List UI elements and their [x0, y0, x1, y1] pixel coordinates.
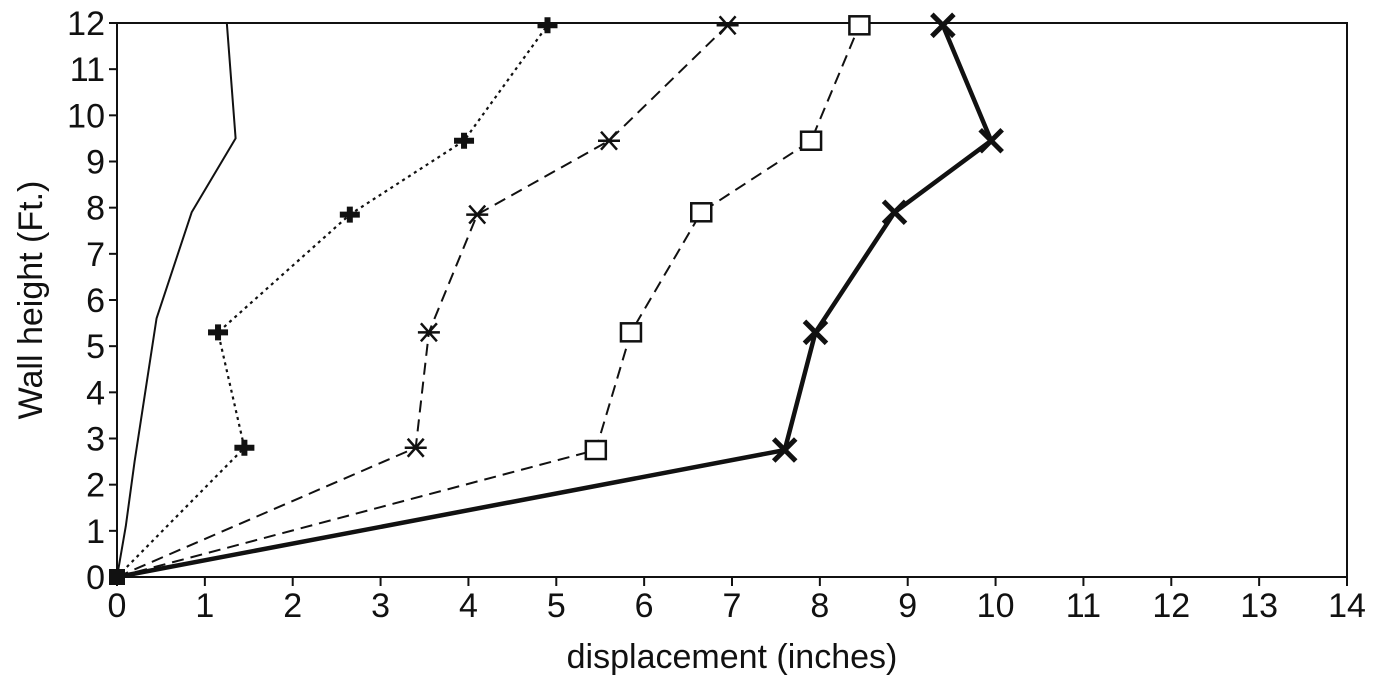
origin-point [109, 569, 125, 585]
x-tick-label: 11 [1066, 587, 1101, 625]
x-marker [978, 127, 1004, 154]
series-2-line [116, 24, 549, 578]
series-5 [109, 12, 1004, 585]
y-tick-label: 2 [86, 467, 105, 505]
plus-marker [454, 132, 475, 149]
square-marker [799, 130, 823, 151]
plus-marker [234, 439, 255, 456]
x-tick-label: 3 [371, 587, 390, 625]
y-tick-label: 7 [86, 236, 105, 274]
asterisk-marker [466, 204, 489, 225]
x-marker [930, 12, 956, 39]
series-1 [109, 22, 237, 585]
x-tick-label: 1 [195, 587, 214, 625]
series-3 [109, 15, 739, 585]
x-tick-label: 4 [459, 587, 478, 625]
series-3-line [116, 24, 729, 578]
x-tick-label: 14 [1328, 587, 1366, 625]
x-tick-label: 10 [977, 587, 1015, 625]
y-tick-label: 12 [67, 5, 105, 43]
x-tick-label: 13 [1240, 587, 1278, 625]
asterisk-marker [417, 322, 440, 343]
y-tick-label: 9 [86, 144, 105, 182]
y-axis-title: Wall height (Ft.) [12, 181, 50, 420]
y-tick-label: 6 [86, 282, 105, 320]
y-tick-label: 3 [86, 421, 105, 459]
x-tick-label: 8 [810, 587, 829, 625]
x-marker [771, 437, 798, 463]
plus-marker [537, 17, 558, 34]
series-5-line [116, 24, 994, 580]
y-tick-label: 10 [67, 97, 105, 135]
x-marker [881, 199, 908, 226]
series-4-line [116, 24, 861, 578]
series-2 [109, 17, 558, 585]
asterisk-marker [716, 15, 739, 36]
x-marker [802, 319, 829, 346]
x-axis-title: displacement (inches) [567, 638, 898, 676]
square-marker [619, 322, 643, 343]
plot-frame [116, 22, 1348, 578]
y-tick-label: 4 [86, 374, 105, 412]
x-tick-label: 0 [108, 587, 127, 625]
y-tick-label: 1 [86, 513, 105, 551]
x-tick-label: 9 [898, 587, 917, 625]
x-tick-label: 6 [635, 587, 654, 625]
y-tick-label: 8 [86, 190, 105, 228]
y-tick-label: 0 [86, 559, 105, 597]
x-tick-label: 7 [723, 587, 742, 625]
asterisk-marker [598, 130, 620, 151]
series-1-line [116, 22, 237, 578]
plus-marker [339, 206, 360, 223]
y-tick-label: 11 [70, 51, 105, 89]
square-marker [690, 202, 713, 223]
y-tick-label: 5 [86, 328, 105, 366]
series-4 [109, 15, 871, 585]
x-tick-label: 12 [1152, 587, 1190, 625]
plus-marker [208, 324, 229, 341]
asterisk-marker [404, 437, 427, 458]
x-tick-label: 5 [547, 587, 566, 625]
square-marker [848, 15, 871, 36]
x-tick-label: 2 [283, 587, 302, 625]
square-marker [584, 439, 608, 461]
